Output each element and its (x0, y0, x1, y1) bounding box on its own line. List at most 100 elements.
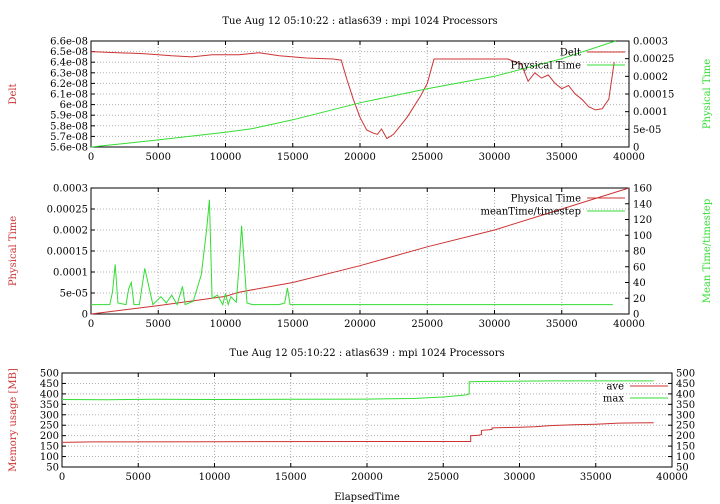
chart1-series-physical-time-line (90, 40, 616, 148)
chart2-series-meantime-timestep-line (91, 199, 613, 307)
chart1-y2-tick-label: 0.0003 (633, 37, 668, 48)
chart2-y2-tick-label: 120 (633, 215, 652, 226)
chart1-y-tick-label: 6e-08 (60, 100, 88, 111)
chart1-x-tick-label: 20000 (344, 152, 376, 163)
chart2-x-tick-label: 25000 (411, 319, 443, 330)
chart3-legend-label: ave (606, 382, 624, 393)
chart2-x-tick-label: 5000 (146, 319, 171, 330)
chart3-y-tick-label: 100 (40, 452, 59, 463)
chart3-x-tick-label: 25000 (427, 472, 459, 483)
chart2-y2-tick-label: 60 (633, 262, 646, 273)
chart3-y-tick-label: 300 (40, 410, 59, 421)
chart1-x-tick-label: 30000 (479, 152, 511, 163)
chart1-y-tick-label: 6.5e-08 (50, 47, 88, 58)
chart1-x-tick-label: 25000 (411, 152, 443, 163)
chart2-y2-tick-label: 20 (633, 294, 646, 305)
chart2-y-tick-label: 0.00015 (47, 247, 88, 258)
chart2-y2-tick-label: 40 (633, 278, 646, 289)
chart1-y-tick-label: 5.8e-08 (50, 121, 88, 132)
chart1-x-tick-label: 40000 (613, 152, 645, 163)
chart2-x-tick-label: 35000 (546, 319, 578, 330)
chart2-y-tick-label: 0.0001 (53, 268, 88, 279)
chart1-legend-label: Delt (560, 48, 581, 59)
chart3-y2-tick-label: 350 (676, 400, 695, 411)
chart2-y-axis-label: Physical Time (8, 216, 19, 286)
chart2-x-tick-label: 40000 (613, 319, 645, 330)
chart1-y-tick-label: 6.1e-08 (50, 90, 88, 101)
chart1-y2-tick-label: 5e-05 (633, 125, 661, 136)
chart3-title: Tue Aug 12 05:10:22 : atlas639 : mpi 102… (229, 348, 504, 359)
chart2-x-tick-label: 15000 (277, 319, 309, 330)
chart1-y-tick-label: 6.3e-08 (50, 68, 88, 79)
chart1-y-tick-label: 6.4e-08 (50, 58, 88, 69)
chart1-y2-axis-label: Physical Time (702, 59, 713, 129)
chart1-y-tick-label: 6.2e-08 (50, 79, 88, 90)
chart1-y-tick-label: 5.9e-08 (50, 111, 88, 122)
chart3-x-axis-label: ElapsedTime (334, 492, 400, 503)
chart2-y-tick-label: 0 (82, 310, 88, 321)
chart1-x-tick-label: 35000 (546, 152, 578, 163)
chart3-y-tick-label: 250 (40, 421, 59, 432)
chart2-y-tick-label: 0.00025 (47, 205, 88, 216)
chart3-y2-tick-label: 150 (676, 442, 695, 453)
chart1-y-tick-label: 5.7e-08 (50, 132, 88, 143)
chart1-y-tick-label: 6.6e-08 (50, 37, 88, 48)
chart3-x-tick-label: 35000 (580, 472, 612, 483)
chart1-x-tick-label: 10000 (210, 152, 242, 163)
chart2-plot-frame (90, 187, 630, 315)
chart3-x-tick-label: 20000 (351, 472, 383, 483)
chart1-y2-tick-label: 0.00025 (633, 54, 674, 65)
chart1-x-tick-label: 5000 (146, 152, 171, 163)
chart2-series-physical-time-line (90, 187, 630, 315)
chart2-x-tick-label: 30000 (479, 319, 511, 330)
chart3-y-tick-label: 200 (40, 431, 59, 442)
chart3-y2-tick-label: 450 (676, 379, 695, 390)
chart2-y2-tick-label: 140 (633, 199, 652, 210)
chart2-y-tick-label: 0.0002 (53, 226, 88, 237)
chart3-y2-tick-label: 50 (676, 463, 689, 474)
chart3-x-tick-label: 0 (59, 472, 65, 483)
chart1-y2-tick-label: 0.0002 (633, 72, 668, 83)
chart2-y2-tick-label: 80 (633, 247, 646, 258)
chart3-y-tick-label: 500 (40, 369, 59, 380)
chart1-y-tick-label: 5.6e-08 (50, 143, 88, 154)
chart3-y2-tick-label: 500 (676, 369, 695, 380)
chart3-x-tick-label: 5000 (126, 472, 151, 483)
chart1-x-tick-label: 15000 (277, 152, 309, 163)
chart3-y2-tick-label: 100 (676, 452, 695, 463)
chart2-legend-label: meanTime/timestep (480, 207, 581, 218)
chart3-y2-tick-label: 400 (676, 389, 695, 400)
chart2-y2-axis-label: Mean Time/timestep (702, 199, 713, 303)
chart3-y-tick-label: 150 (40, 442, 59, 453)
chart2-x-tick-label: 0 (88, 319, 94, 330)
chart1-x-tick-label: 0 (88, 152, 94, 163)
chart3-x-tick-label: 40000 (656, 472, 688, 483)
chart3-y2-tick-label: 300 (676, 410, 695, 421)
chart3-y-tick-label: 400 (40, 389, 59, 400)
chart3-series-max-line (61, 380, 654, 401)
chart1-plot-frame (90, 40, 630, 148)
chart2-y-tick-label: 5e-05 (60, 289, 88, 300)
chart2-y2-tick-label: 0 (633, 310, 639, 321)
chart1-series-delt-line (90, 51, 615, 140)
chart1-title: Tue Aug 12 05:10:22 : atlas639 : mpi 102… (222, 16, 497, 27)
chart2-y2-tick-label: 160 (633, 184, 652, 195)
chart2-legend-label: Physical Time (511, 194, 581, 205)
chart3-y2-tick-label: 250 (676, 421, 695, 432)
chart3-x-tick-label: 15000 (275, 472, 307, 483)
chart3-x-tick-label: 30000 (504, 472, 536, 483)
chart1-y2-tick-label: 0 (633, 143, 639, 154)
chart3-legend-label: max (603, 394, 624, 405)
chart3-y-tick-label: 350 (40, 400, 59, 411)
chart2-x-tick-label: 20000 (344, 319, 376, 330)
chart3-y-tick-label: 450 (40, 379, 59, 390)
chart1-y-axis-label: Delt (8, 83, 19, 104)
chart1-y2-tick-label: 0.0001 (633, 107, 668, 118)
chart3-y2-tick-label: 200 (676, 431, 695, 442)
chart3-y-tick-label: 50 (46, 463, 59, 474)
chart2-x-tick-label: 10000 (210, 319, 242, 330)
chart3-y-axis-label: Memory usage [MB] (8, 368, 19, 472)
chart2-y2-tick-label: 100 (633, 231, 652, 242)
chart3-x-tick-label: 10000 (199, 472, 231, 483)
